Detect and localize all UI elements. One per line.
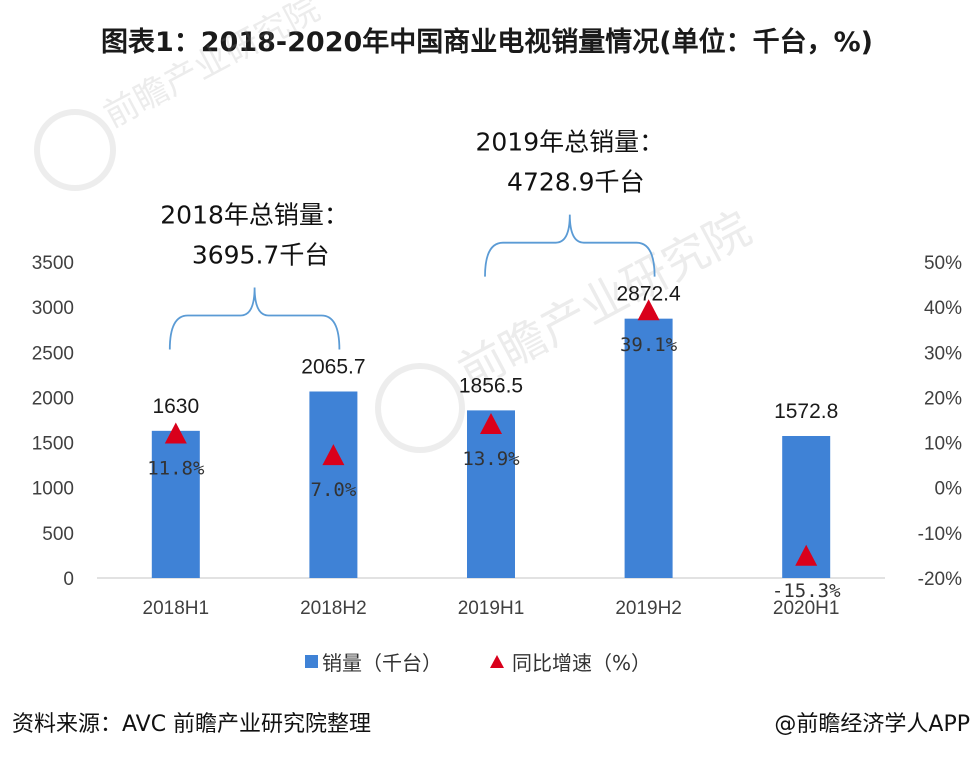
annotation-line1: 2019年总销量： bbox=[475, 128, 664, 157]
annotation-line1: 2018年总销量： bbox=[160, 200, 349, 229]
credit-note: @前瞻经济学人APP bbox=[774, 712, 970, 737]
x-tick-label: 2018H1 bbox=[143, 598, 210, 619]
legend-swatch-bar bbox=[305, 655, 318, 668]
y-left-tick: 1000 bbox=[32, 479, 74, 500]
bar-value-label: 1630 bbox=[152, 395, 199, 418]
x-tick-label: 2020H1 bbox=[773, 598, 840, 619]
annotation-line2: 4728.9千台 bbox=[507, 168, 644, 197]
legend-label-marker: 同比增速（%） bbox=[512, 651, 651, 675]
bar-value-label: 1856.5 bbox=[459, 374, 523, 397]
y-left-tick: 2500 bbox=[32, 343, 74, 364]
annotation-bracket bbox=[168, 287, 341, 350]
bar bbox=[309, 391, 358, 578]
bar-value-label: 2872.4 bbox=[616, 283, 681, 306]
y-left-tick: 3000 bbox=[32, 298, 74, 319]
source-note: 资料来源：AVC 前瞻产业研究院整理 bbox=[12, 712, 372, 737]
growth-label: 11.8% bbox=[147, 457, 205, 479]
y-right-tick: 20% bbox=[924, 388, 962, 409]
growth-label: 7.0% bbox=[311, 479, 357, 501]
y-left-tick: 3500 bbox=[32, 253, 74, 274]
growth-label: -15.3% bbox=[772, 580, 841, 602]
y-right-tick: 50% bbox=[924, 253, 962, 274]
legend-swatch-marker bbox=[490, 655, 504, 668]
growth-marker bbox=[322, 444, 345, 466]
y-left-tick: 0 bbox=[63, 569, 74, 590]
y-left-tick: 2000 bbox=[32, 388, 74, 409]
y-right-tick: 0% bbox=[935, 479, 963, 500]
bar-value-label: 1572.8 bbox=[774, 400, 838, 423]
y-left-tick: 500 bbox=[42, 524, 74, 545]
annotation-line2: 3695.7千台 bbox=[192, 240, 329, 269]
growth-marker bbox=[795, 544, 818, 566]
y-left-tick: 1500 bbox=[32, 434, 74, 455]
x-tick-label: 2019H1 bbox=[458, 598, 525, 619]
legend-label-bar: 销量（千台） bbox=[322, 651, 442, 675]
y-right-tick: 10% bbox=[924, 434, 962, 455]
annotation-bracket bbox=[484, 214, 656, 277]
bar bbox=[467, 410, 515, 578]
bar-value-label: 2065.7 bbox=[301, 355, 365, 378]
growth-marker bbox=[164, 422, 187, 444]
x-tick-label: 2018H2 bbox=[300, 598, 367, 619]
growth-label: 13.9% bbox=[462, 448, 520, 470]
y-right-tick: 40% bbox=[924, 298, 962, 319]
y-right-tick: -10% bbox=[918, 524, 962, 545]
bar bbox=[624, 318, 673, 578]
chart-title: 图表1：2018-2020年中国商业电视销量情况(单位：千台，%) bbox=[100, 27, 874, 58]
growth-marker bbox=[637, 299, 660, 321]
growth-label: 39.1% bbox=[620, 334, 678, 356]
y-right-tick: -20% bbox=[918, 569, 962, 590]
x-tick-label: 2019H2 bbox=[615, 598, 682, 619]
growth-marker bbox=[480, 412, 502, 434]
y-right-tick: 30% bbox=[924, 343, 962, 364]
bar bbox=[151, 430, 200, 578]
